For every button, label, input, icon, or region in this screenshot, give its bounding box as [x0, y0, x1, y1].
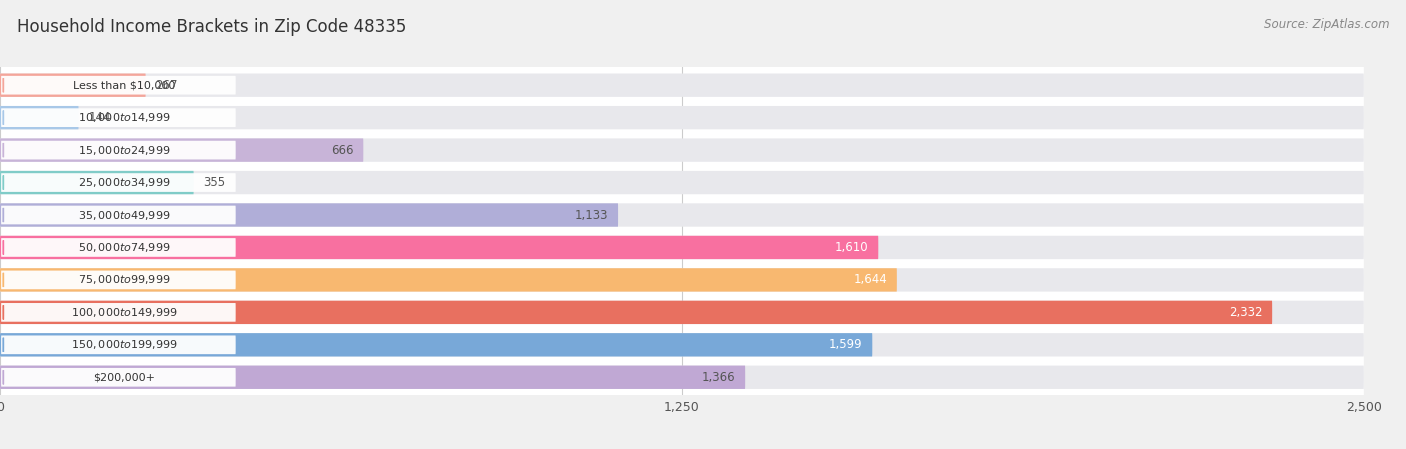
FancyBboxPatch shape	[1, 303, 236, 322]
FancyBboxPatch shape	[0, 74, 1364, 97]
FancyBboxPatch shape	[0, 333, 872, 357]
Text: Household Income Brackets in Zip Code 48335: Household Income Brackets in Zip Code 48…	[17, 18, 406, 36]
Text: $100,000 to $149,999: $100,000 to $149,999	[70, 306, 177, 319]
FancyBboxPatch shape	[0, 301, 1272, 324]
Text: 355: 355	[204, 176, 225, 189]
FancyBboxPatch shape	[0, 333, 1364, 357]
FancyBboxPatch shape	[0, 199, 1364, 231]
FancyBboxPatch shape	[1, 206, 236, 224]
FancyBboxPatch shape	[1, 271, 236, 289]
FancyBboxPatch shape	[0, 236, 879, 259]
FancyBboxPatch shape	[0, 106, 1364, 129]
FancyBboxPatch shape	[0, 365, 745, 389]
FancyBboxPatch shape	[0, 138, 1364, 162]
Text: 1,366: 1,366	[702, 371, 735, 384]
FancyBboxPatch shape	[1, 368, 236, 387]
Text: $200,000+: $200,000+	[93, 372, 155, 382]
FancyBboxPatch shape	[0, 70, 1364, 101]
FancyBboxPatch shape	[1, 173, 236, 192]
Text: $15,000 to $24,999: $15,000 to $24,999	[77, 144, 170, 157]
Text: $10,000 to $14,999: $10,000 to $14,999	[77, 111, 170, 124]
Text: Source: ZipAtlas.com: Source: ZipAtlas.com	[1264, 18, 1389, 31]
Text: $75,000 to $99,999: $75,000 to $99,999	[77, 273, 170, 286]
Text: 666: 666	[330, 144, 353, 157]
FancyBboxPatch shape	[1, 76, 236, 95]
FancyBboxPatch shape	[0, 74, 146, 97]
FancyBboxPatch shape	[0, 203, 619, 227]
FancyBboxPatch shape	[0, 362, 1364, 393]
FancyBboxPatch shape	[1, 238, 236, 257]
Text: 144: 144	[89, 111, 111, 124]
Text: $50,000 to $74,999: $50,000 to $74,999	[77, 241, 170, 254]
FancyBboxPatch shape	[0, 232, 1364, 263]
FancyBboxPatch shape	[1, 141, 236, 159]
Text: 1,644: 1,644	[853, 273, 887, 286]
FancyBboxPatch shape	[1, 335, 236, 354]
FancyBboxPatch shape	[0, 236, 1364, 259]
FancyBboxPatch shape	[0, 329, 1364, 361]
Text: 267: 267	[156, 79, 179, 92]
FancyBboxPatch shape	[0, 365, 1364, 389]
Text: 1,599: 1,599	[830, 338, 862, 351]
FancyBboxPatch shape	[0, 171, 194, 194]
Text: 2,332: 2,332	[1229, 306, 1263, 319]
Text: $35,000 to $49,999: $35,000 to $49,999	[77, 208, 170, 221]
Text: $25,000 to $34,999: $25,000 to $34,999	[77, 176, 170, 189]
Text: $150,000 to $199,999: $150,000 to $199,999	[70, 338, 177, 351]
FancyBboxPatch shape	[0, 203, 1364, 227]
FancyBboxPatch shape	[1, 108, 236, 127]
FancyBboxPatch shape	[0, 138, 363, 162]
FancyBboxPatch shape	[0, 135, 1364, 166]
FancyBboxPatch shape	[0, 268, 897, 291]
FancyBboxPatch shape	[0, 268, 1364, 291]
FancyBboxPatch shape	[0, 167, 1364, 198]
Text: 1,610: 1,610	[835, 241, 869, 254]
FancyBboxPatch shape	[0, 264, 1364, 295]
FancyBboxPatch shape	[0, 301, 1364, 324]
Text: Less than $10,000: Less than $10,000	[73, 80, 174, 90]
FancyBboxPatch shape	[0, 102, 1364, 133]
Text: 1,133: 1,133	[575, 208, 609, 221]
FancyBboxPatch shape	[0, 171, 1364, 194]
FancyBboxPatch shape	[0, 106, 79, 129]
FancyBboxPatch shape	[0, 297, 1364, 328]
